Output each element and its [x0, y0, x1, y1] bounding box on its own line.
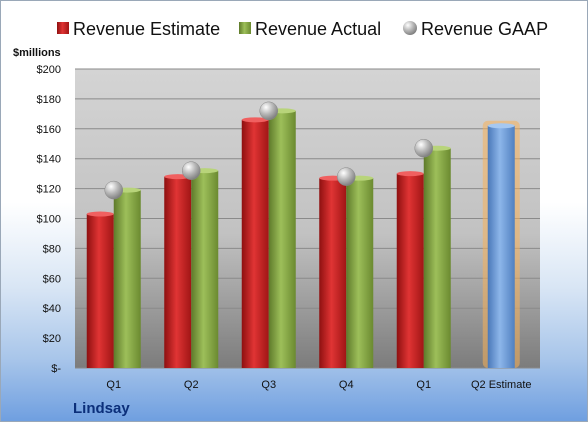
y-axis-unit-label: $millions [13, 47, 61, 59]
y-tick-label: $180 [37, 94, 61, 106]
bar-revenue-actual [191, 170, 219, 368]
bar-q2-estimate [487, 125, 515, 368]
bars [86, 101, 520, 369]
bar-revenue-estimate [319, 178, 347, 368]
marker-revenue-gaap [337, 167, 356, 186]
bar-revenue-estimate [86, 214, 114, 368]
y-axis-ticks: $- $20 $40 $60 $80 $100 $120 $140 $160 $180 $200 [37, 64, 62, 375]
marker-revenue-gaap [104, 180, 123, 200]
y-tick-label: $60 [43, 273, 61, 285]
bar-revenue-actual [346, 178, 374, 368]
bar-revenue-actual [268, 110, 296, 369]
y-tick-label: $100 [37, 214, 61, 226]
marker-revenue-gaap [182, 161, 201, 180]
bar-top [396, 171, 424, 177]
y-tick-label: $- [51, 363, 61, 375]
x-tick-label: Q4 [339, 379, 354, 391]
x-tick-label: Q1 [416, 379, 431, 391]
y-tick-label: $160 [37, 124, 61, 136]
bar-revenue-actual [423, 148, 451, 368]
marker-revenue-gaap [259, 101, 278, 121]
bar-top [86, 211, 114, 217]
legend-swatch-gaap [403, 21, 417, 35]
bar-top [241, 117, 269, 123]
bar-revenue-estimate [396, 173, 424, 368]
bar-revenue-estimate [164, 176, 192, 368]
x-tick-label: Q2 [184, 379, 199, 391]
bar-top [487, 123, 515, 129]
y-tick-label: $20 [43, 333, 61, 345]
y-tick-label: $80 [43, 243, 61, 255]
y-tick-label: $40 [43, 303, 61, 315]
legend-swatch-actual [239, 22, 251, 34]
x-tick-label: Q2 Estimate [471, 379, 532, 391]
legend-label-actual: Revenue Actual [255, 19, 381, 39]
legend-label-gaap: Revenue GAAP [421, 19, 548, 39]
x-tick-label: Q3 [261, 379, 276, 391]
y-tick-label: $140 [37, 154, 61, 166]
bar-revenue-actual [113, 190, 141, 368]
legend-label-estimate: Revenue Estimate [73, 19, 220, 39]
company-name: Lindsay [73, 400, 130, 417]
legend: Revenue Estimate Revenue Actual Revenue … [57, 19, 548, 39]
gridlines [75, 68, 540, 369]
marker-revenue-gaap [414, 138, 433, 158]
y-tick-label: $200 [37, 64, 61, 76]
legend-swatch-estimate [57, 22, 69, 34]
x-tick-label: Q1 [106, 379, 121, 391]
x-axis-ticks: Q1 Q2 Q3 Q4 Q1 Q2 Estimate [106, 379, 531, 391]
bar-revenue-estimate [241, 119, 269, 368]
y-tick-label: $120 [37, 184, 61, 196]
